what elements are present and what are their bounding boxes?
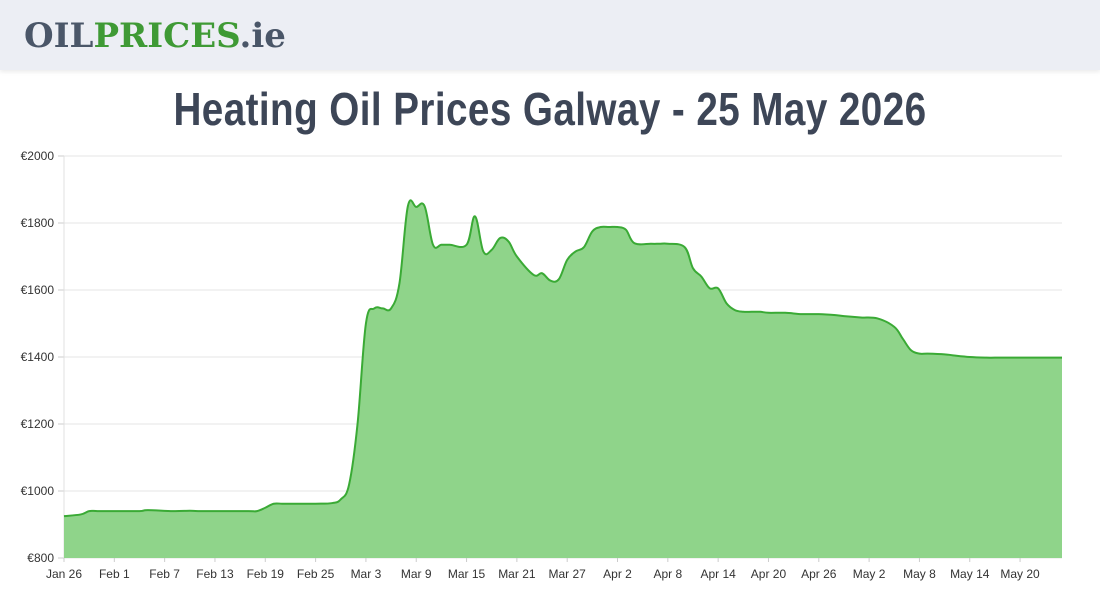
price-chart: €800 €1000 €1200 €1400 €1600 €1800 €2000 Jan 26… [21,149,1062,581]
y-tick-label: €1200 [21,417,55,431]
y-tick-label: €2000 [21,149,55,163]
y-tick-label: €1600 [21,283,55,297]
x-tick-label: Feb 19 [247,567,285,581]
x-tick-label: Feb 1 [99,567,130,581]
x-tick-label: Feb 7 [149,567,180,581]
x-tick-label: Mar 21 [498,567,536,581]
x-tick-label: Mar 3 [351,567,382,581]
x-tick-label: Apr 26 [801,567,837,581]
x-tick-label: May 14 [950,567,990,581]
x-tick-label: May 8 [903,567,936,581]
page-title: Heating Oil Prices Galway - 25 May 2026 [173,83,927,135]
y-tick-label: €800 [27,551,54,565]
site-logo[interactable]: OILPRICES.ie [24,16,286,56]
logo-part-oil: OIL [24,16,94,56]
logo-part-prices: PRICES [93,16,240,56]
x-tick-label: Feb 25 [297,567,335,581]
x-tick-label: Jan 26 [46,567,82,581]
x-tick-label: Apr 8 [653,567,682,581]
header-bar: OILPRICES.ie [0,0,1100,70]
x-tick-label: Mar 27 [549,567,587,581]
x-tick-label: May 20 [1000,567,1040,581]
x-tick-label: Mar 9 [401,567,432,581]
x-tick-label: Apr 20 [751,567,787,581]
y-tick-label: €1800 [21,216,55,230]
logo-part-ie: .ie [239,16,286,56]
price-area-fill [64,200,1062,558]
x-tick-label: Apr 14 [700,567,736,581]
y-tick-label: €1400 [21,350,55,364]
x-tick-label: Feb 13 [196,567,234,581]
x-tick-label: Apr 2 [603,567,632,581]
y-tick-label: €1000 [21,484,55,498]
price-series-line [63,199,1062,518]
x-tick-label: May 2 [853,567,886,581]
x-tick-label: Mar 15 [448,567,486,581]
